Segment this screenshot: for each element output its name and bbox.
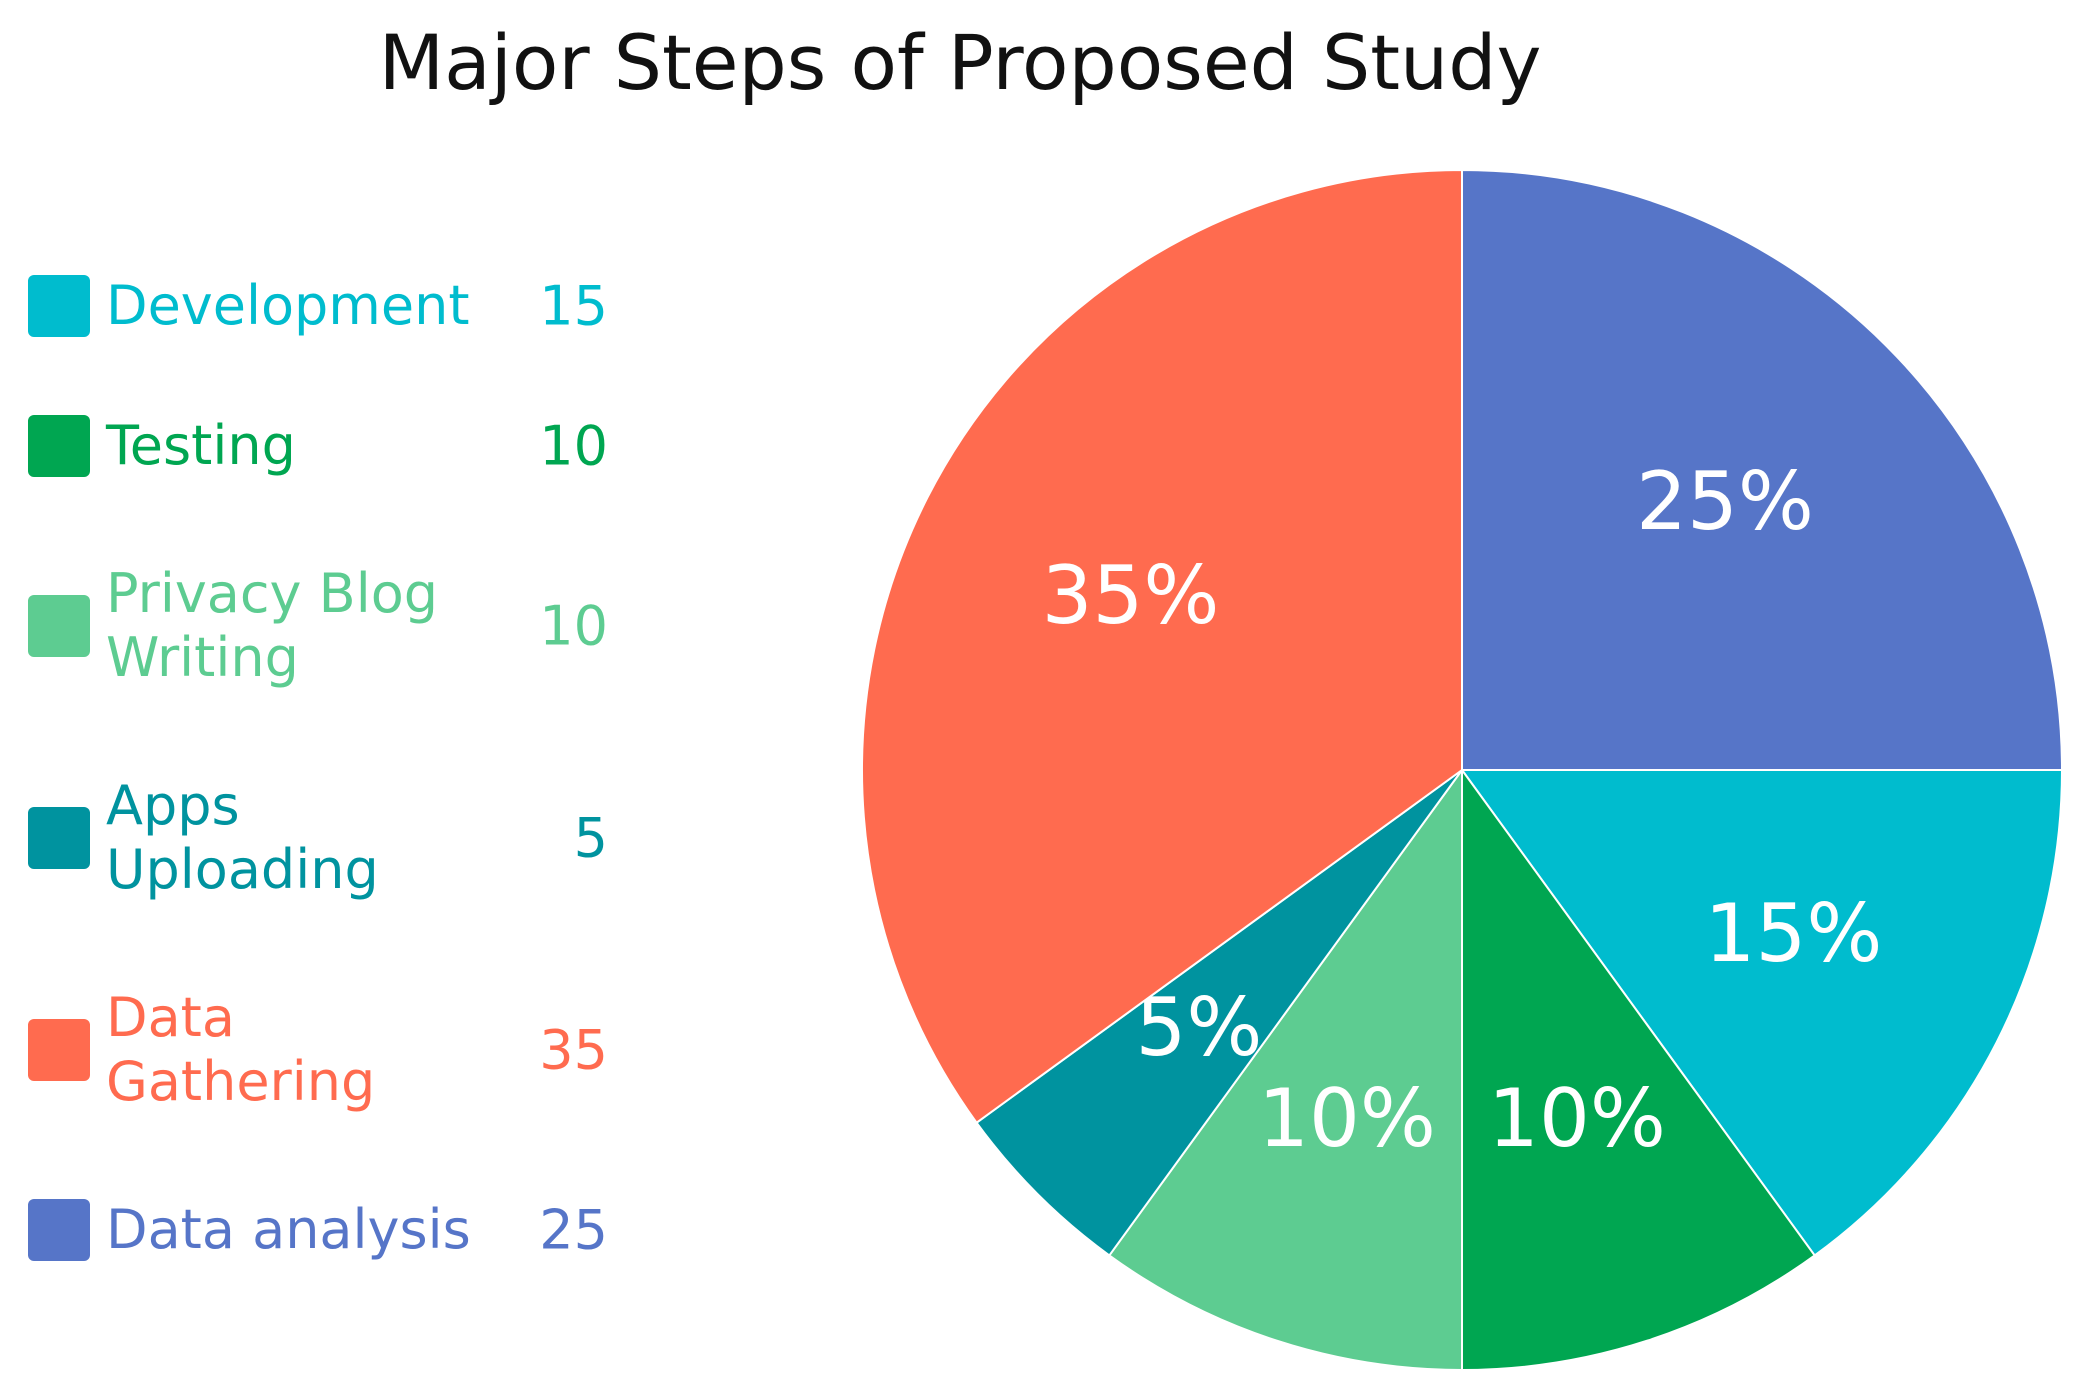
legend-value: 25 [539, 1198, 608, 1262]
slice-label-data-analysis: 25% [1636, 455, 1814, 548]
legend-label: Development [106, 274, 470, 337]
legend-label: Data analysis [106, 1198, 471, 1261]
slice-label-apps-uploading: 5% [1135, 981, 1262, 1074]
legend-item-privacy-blog-writing: Privacy Blog Writing 10 [28, 560, 608, 692]
pie-slice-testing [1461, 766, 1817, 1372]
legend-label: Apps Uploading [106, 774, 379, 901]
slice-label-data-gathering: 35% [1042, 549, 1220, 642]
slice-label-testing: 10% [1488, 1072, 1666, 1165]
legend-label: Data Gathering [106, 986, 376, 1113]
legend-value: 10 [539, 594, 608, 658]
chart-legend: Development 15 Testing 10 Privacy Blog W… [28, 0, 608, 1386]
legend-value: 15 [539, 274, 608, 338]
legend-label: Privacy Blog Writing [106, 562, 439, 689]
legend-swatch [28, 415, 90, 477]
chart-title: Major Steps of Proposed Study [378, 18, 1542, 107]
legend-label: Testing [106, 414, 296, 477]
legend-item-development: Development 15 [28, 266, 608, 346]
pie-slice-data-analysis [1461, 168, 2064, 771]
legend-swatch [28, 595, 90, 657]
legend-item-testing: Testing 10 [28, 406, 608, 486]
legend-item-data-analysis: Data analysis 25 [28, 1190, 608, 1270]
legend-item-data-gathering: Data Gathering 35 [28, 984, 608, 1116]
legend-value: 35 [539, 1018, 608, 1082]
legend-swatch [28, 807, 90, 869]
pie-slice-apps-uploading [975, 769, 1463, 1257]
legend-value: 10 [539, 414, 608, 478]
legend-swatch [28, 275, 90, 337]
pie-slice-data-gathering [861, 168, 1463, 1125]
legend-item-apps-uploading: Apps Uploading 5 [28, 772, 608, 904]
slice-label-privacy-blog-writing: 10% [1258, 1072, 1436, 1165]
legend-swatch [28, 1199, 90, 1261]
pie-slice-development [1460, 769, 2064, 1257]
legend-swatch [28, 1019, 90, 1081]
slice-label-development: 15% [1705, 887, 1883, 980]
legend-value: 5 [573, 806, 608, 870]
pie-slice-privacy-blog-writing [1107, 766, 1463, 1372]
